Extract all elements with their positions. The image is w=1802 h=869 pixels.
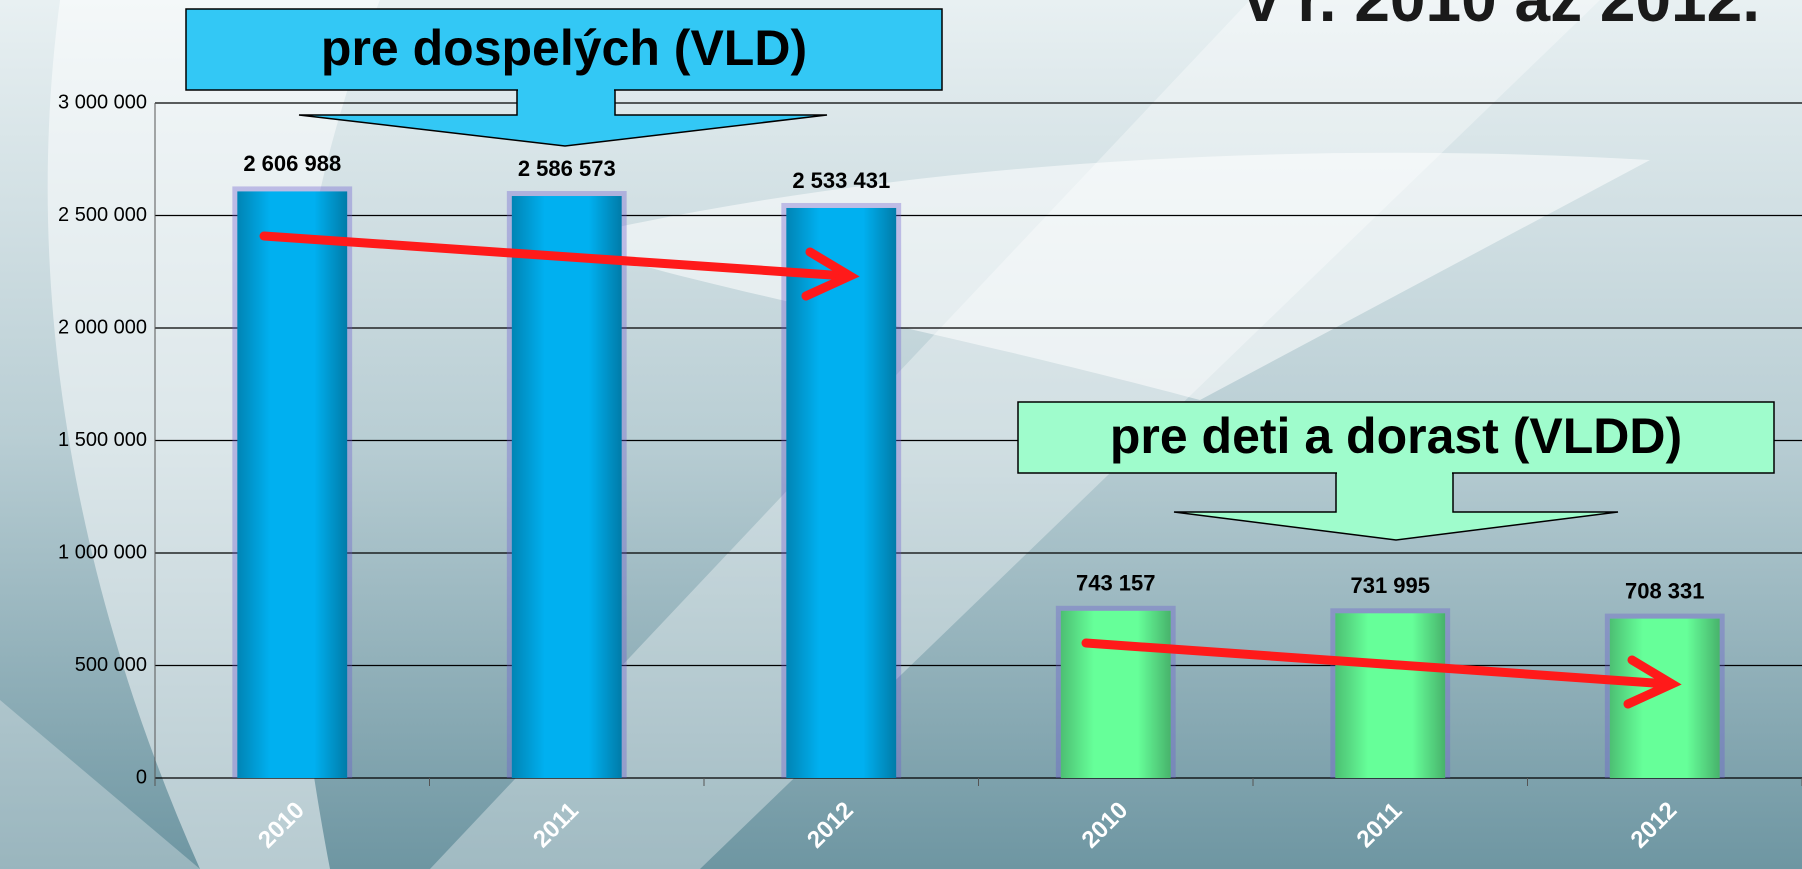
bar-shade: [786, 207, 897, 778]
value-label: 743 157: [1076, 571, 1156, 596]
callout-box: [185, 8, 943, 91]
callout-box: [1017, 401, 1775, 474]
chart-title: v r. 2010 až 2012.: [1244, 0, 1760, 35]
swoosh: [0, 700, 200, 869]
callout-arrow: [298, 89, 828, 147]
bar-shade: [1060, 610, 1171, 778]
y-tick-label: 2 000 000: [58, 316, 147, 338]
callout-arrow: [1173, 472, 1619, 541]
plot: 0 500 000 1 000 000 1 500 000 2 000 000 2 500…: [58, 91, 1802, 854]
y-tick-label: 1 000 000: [58, 541, 147, 563]
value-label: 2 606 988: [243, 151, 341, 176]
value-label: 2 586 573: [518, 156, 616, 181]
value-label: 731 995: [1350, 573, 1430, 598]
value-label: 2 533 431: [792, 168, 890, 193]
trend-arrow: [1081, 638, 1682, 709]
y-tick-label: 500 000: [75, 654, 147, 676]
bar-shade: [1609, 618, 1720, 778]
callout-text: pre deti a dorast (VLDD): [1110, 408, 1682, 464]
trend-arrow: [259, 231, 860, 301]
bar-shade: [1335, 613, 1446, 778]
callout-text: pre dospelých (VLD): [321, 20, 807, 76]
y-tick-label: 1 500 000: [58, 429, 147, 451]
y-tick-label: 0: [136, 766, 147, 788]
callout: pre dospelých (VLD): [185, 8, 943, 147]
y-tick-label: 2 500 000: [58, 204, 147, 226]
y-tick-label: 3 000 000: [58, 91, 147, 113]
bar-shade: [237, 191, 348, 778]
value-label: 708 331: [1625, 578, 1705, 603]
callout: pre deti a dorast (VLDD): [1017, 401, 1775, 541]
bar-shade: [511, 196, 622, 779]
